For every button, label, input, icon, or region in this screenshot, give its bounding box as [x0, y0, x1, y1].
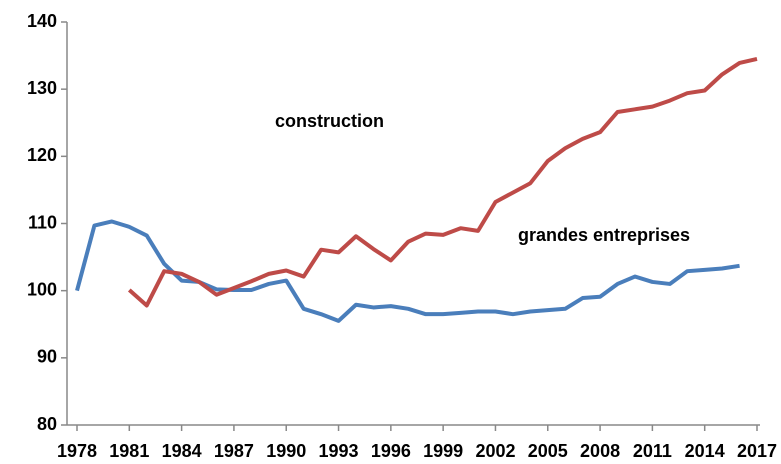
y-tick-label: 120 — [27, 145, 57, 165]
x-tick-label: 1987 — [214, 441, 254, 461]
x-tick-label: 2002 — [475, 441, 515, 461]
x-tick-label: 2011 — [633, 441, 672, 461]
x-tick-label: 1981 — [109, 441, 149, 461]
x-tick-label: 1993 — [319, 441, 359, 461]
x-tick-label: 1978 — [57, 441, 97, 461]
series-label: construction — [275, 111, 384, 131]
x-tick-label: 2017 — [737, 441, 777, 461]
x-tick-label: 1999 — [423, 441, 463, 461]
x-tick-label: 1984 — [162, 441, 202, 461]
x-tick-label: 1996 — [371, 441, 411, 461]
series-label: grandes entreprises — [518, 225, 690, 245]
line — [127, 56, 758, 308]
x-tick-label: 2014 — [685, 441, 725, 461]
y-tick-label: 100 — [27, 279, 57, 299]
line — [75, 219, 740, 323]
y-tick-label: 80 — [37, 414, 57, 434]
x-tick-label: 2008 — [580, 441, 620, 461]
y-tick-label: 90 — [37, 347, 57, 367]
y-tick-label: 110 — [28, 212, 57, 232]
y-tick-label: 130 — [27, 78, 57, 98]
x-tick-label: 2005 — [528, 441, 568, 461]
y-tick-label: 140 — [27, 11, 57, 31]
x-tick-label: 1990 — [266, 441, 306, 461]
